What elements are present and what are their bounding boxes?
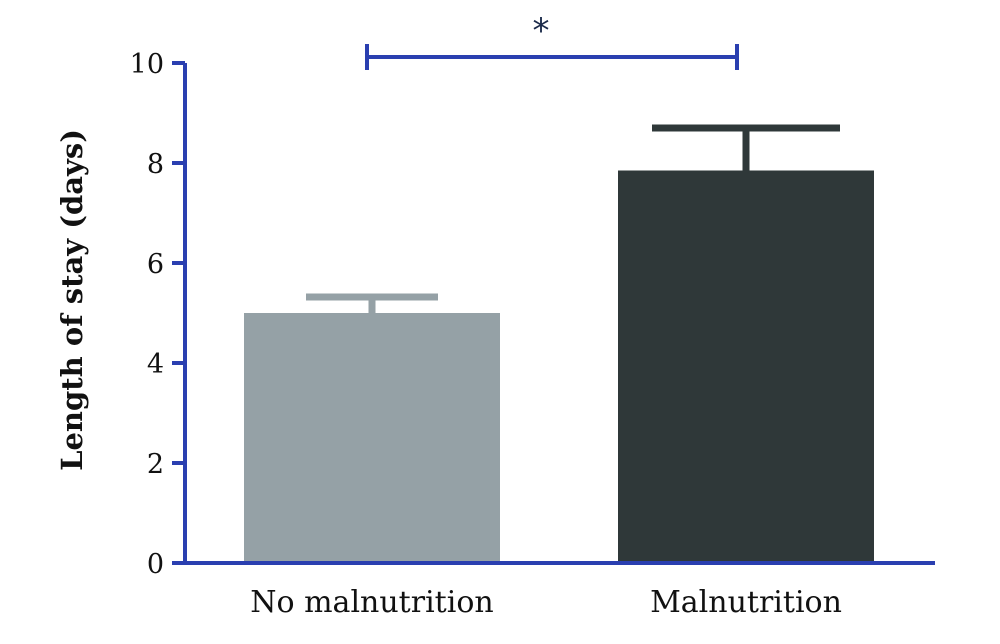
axes xyxy=(172,63,935,565)
y-axis-title: Length of stay (days) xyxy=(55,129,89,471)
x-category-labels: No malnutrition Malnutrition xyxy=(250,585,842,620)
y-tick-label-6: 6 xyxy=(147,249,164,280)
y-ticks: 0 2 4 6 8 10 xyxy=(130,49,185,580)
error-bars xyxy=(306,124,840,313)
x-category-label-1: Malnutrition xyxy=(650,585,842,620)
y-tick-label-0: 0 xyxy=(147,549,164,580)
y-tick-label-4: 4 xyxy=(147,349,164,380)
significance-bracket: * xyxy=(365,11,739,70)
y-tick-label-10: 10 xyxy=(130,49,164,80)
bars xyxy=(244,170,874,563)
x-category-label-0: No malnutrition xyxy=(250,585,493,620)
bar-0 xyxy=(244,313,500,563)
y-tick-label-8: 8 xyxy=(147,149,164,180)
y-tick-label-2: 2 xyxy=(147,449,164,480)
bar-1 xyxy=(618,170,874,563)
significance-label: * xyxy=(533,11,550,51)
